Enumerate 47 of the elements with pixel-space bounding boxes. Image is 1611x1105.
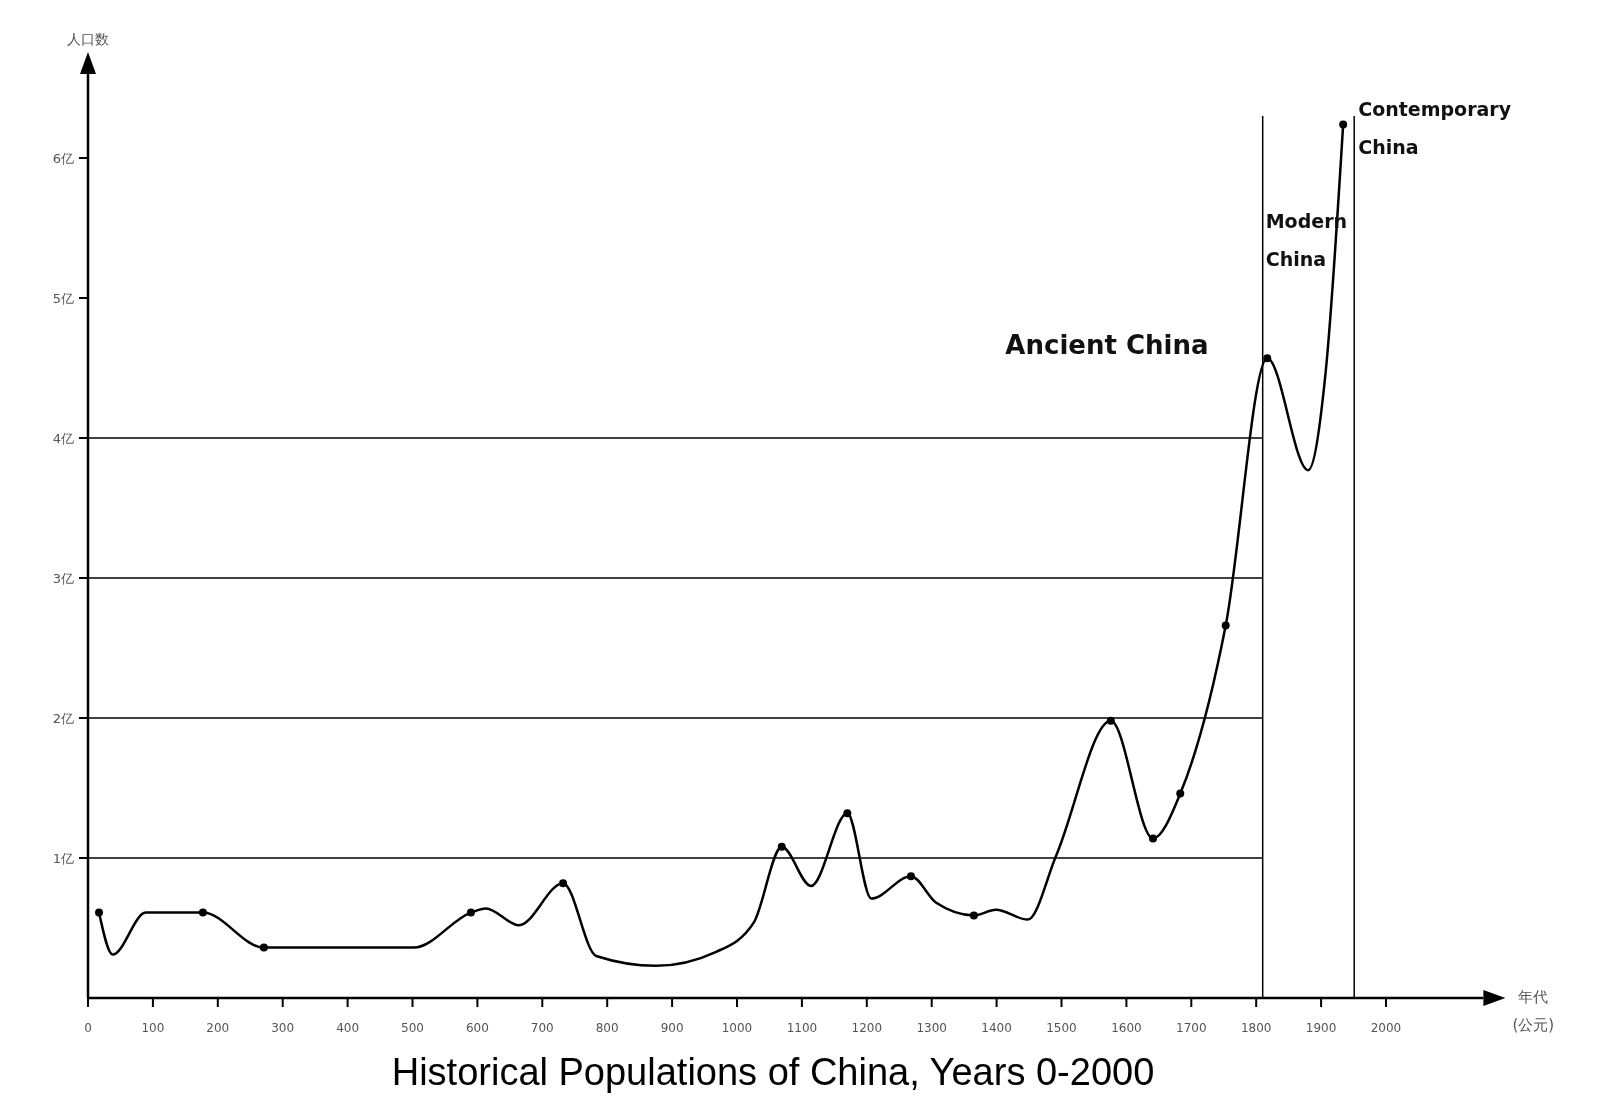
point [1149, 834, 1158, 843]
point [906, 872, 915, 881]
annotation: Contemporary China [1358, 98, 1512, 158]
x-tick-label: 1000 [721, 1021, 753, 1035]
x-tick-label: 1500 [1046, 1021, 1077, 1035]
x-tick-label: 1300 [916, 1021, 947, 1035]
x-tick-label: 0 [84, 1021, 92, 1035]
y-tick-label: 3亿 [52, 571, 74, 586]
point [259, 943, 268, 952]
x-tick-label: 100 [141, 1021, 165, 1035]
y-tick-label: 4亿 [52, 431, 74, 446]
annotation: Ancient China [1005, 330, 1209, 360]
x-axis-title: 年代 (公元) [1512, 988, 1555, 1034]
point [969, 911, 978, 920]
x-tick-label: 600 [465, 1021, 489, 1035]
x-tick-label: 1200 [851, 1021, 883, 1035]
point [777, 842, 786, 851]
x-tick-label: 1800 [1240, 1021, 1272, 1035]
y-axis-title: 人口数 [67, 31, 109, 47]
x-tick-label: 800 [595, 1021, 619, 1035]
point [198, 908, 207, 917]
point [1221, 621, 1230, 630]
x-tick-label: 2000 [1370, 1021, 1402, 1035]
x-tick-label: 1400 [981, 1021, 1012, 1035]
y-tick-label: 5亿 [52, 291, 74, 306]
x-tick-label: 900 [660, 1021, 684, 1035]
point [466, 908, 475, 917]
y-tick-label: 1亿 [52, 851, 74, 866]
y-tick-label: 2亿 [52, 711, 74, 726]
text: Historical Populations of China, Years 0-2000 [391, 1051, 1155, 1093]
point [843, 809, 852, 818]
point [1176, 789, 1185, 798]
x-tick-label: 1100 [786, 1021, 818, 1035]
y-tick-label: 6亿 [52, 151, 74, 166]
x-tick-label: 700 [530, 1021, 554, 1035]
point [1339, 120, 1348, 129]
x-tick-label: 300 [271, 1021, 295, 1035]
x-tick-label: 400 [336, 1021, 360, 1035]
x-tick-label: 200 [206, 1021, 230, 1035]
point [559, 879, 568, 888]
point [1106, 716, 1115, 725]
point [1263, 354, 1272, 363]
x-tick-label: 1900 [1305, 1021, 1337, 1035]
point [95, 908, 104, 917]
x-tick-label: 1700 [1176, 1021, 1207, 1035]
x-tick-label: 500 [401, 1021, 424, 1035]
x-tick-label: 1600 [1111, 1021, 1142, 1035]
